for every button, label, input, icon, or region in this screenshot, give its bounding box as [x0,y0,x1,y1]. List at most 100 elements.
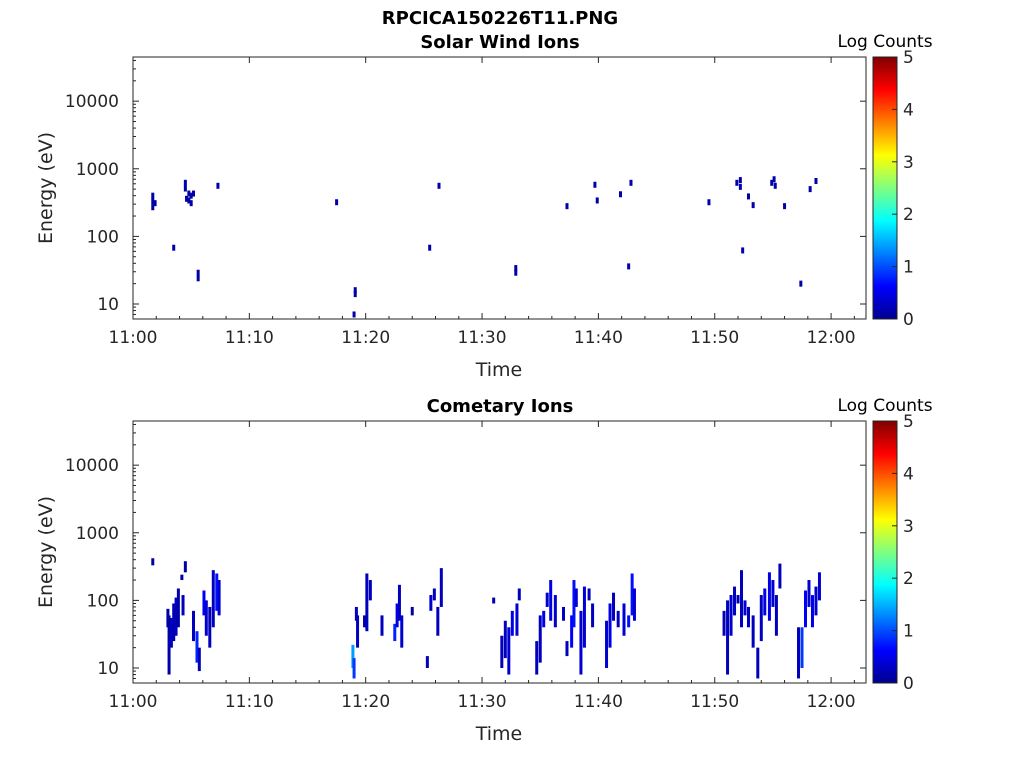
solar-wind-ions-point-27 [619,191,623,198]
solar-wind-ions-colorbar-tick-label-2: 2 [903,205,914,225]
solar-wind-ions-x-tick-label-5: 11:50 [690,328,739,348]
solar-wind-ions-point-39 [773,182,777,189]
cometary-ions-column-22 [356,615,360,648]
cometary-ions-axes: 11:00 11:10 11:20 11:30 11:40 11:50 12:00 10 100… [65,421,866,712]
solar-wind-ions-y-tick-label-0: 10 [97,295,119,315]
cometary-ions-panel: Cometary Ions 11:00 11:10 11:20 11:30 11:40 1… [35,396,933,745]
solar-wind-ions-point-37 [770,179,774,186]
solar-wind-ions-point-13 [196,275,200,282]
figure-filename-title: RPCICA150226T11.PNG [382,8,618,29]
cometary-ions-column-11 [195,631,199,663]
cometary-ions-column-73 [743,600,747,616]
cometary-ions-colorbar-title: Log Counts [837,396,932,416]
solar-wind-ions-point-16 [335,199,339,206]
cometary-ions-column-74 [746,606,750,628]
cometary-ions-column-21 [354,606,358,621]
cometary-ions-column-35 [436,606,440,636]
cometary-ions-column-4 [172,603,176,642]
cometary-ions-x-tick-label-6: 12:00 [807,692,856,712]
solar-wind-ions-point-12 [192,190,196,197]
solar-wind-ions-xlabel: Time [475,359,523,381]
cometary-ions-colorbar-tick-label-2: 2 [903,569,914,589]
solar-wind-ions-point-0 [151,198,155,205]
cometary-ions-column-14 [204,600,208,636]
cometary-ions-column-49 [553,595,557,628]
cometary-ions-column-48 [549,580,553,621]
solar-wind-ions-y-tick-label-1: 100 [87,227,119,247]
cometary-ions-y-tick-label-1: 100 [87,591,119,611]
cometary-ions-column-28 [395,603,399,628]
cometary-ions-column-85 [803,590,807,628]
cometary-ions-column-46 [542,610,546,628]
cometary-ions-data [151,558,821,679]
solar-wind-ions-point-14 [196,269,200,276]
solar-wind-ions-point-38 [772,176,776,183]
cometary-ions-column-37 [492,597,496,604]
cometary-ions-column-72 [740,570,744,628]
solar-wind-ions-y-tick-label-2: 1000 [76,160,119,180]
cometary-ions-column-38 [500,635,504,669]
cometary-ions-y-tick-label-2: 1000 [76,524,119,544]
cometary-ions-column-75 [751,615,755,648]
cometary-ions-column-88 [814,586,818,616]
cometary-ions-column-20 [352,658,356,679]
cometary-ions-column-42 [515,603,519,636]
solar-wind-ions-axes: 11:00 11:10 11:20 11:30 11:40 11:50 12:00 10 100… [65,57,866,348]
cometary-ions-column-83 [797,627,801,679]
cometary-ions-x-tick-label-0: 11:00 [109,692,158,712]
cometary-ions-column-82 [778,563,782,589]
solar-wind-ions-point-5 [183,179,187,186]
solar-wind-ions-x-tick-label-1: 11:10 [225,328,274,348]
solar-wind-ions-point-35 [746,193,750,200]
solar-wind-ions-colorbar-tick-label-4: 4 [903,100,914,120]
solar-wind-ions-point-7 [185,195,189,202]
cometary-ions-column-12 [197,647,201,672]
solar-wind-ions-colorbar-tick-label-5: 5 [903,48,914,68]
cometary-ions-column-41 [510,610,514,636]
cometary-ions-column-36 [439,568,443,607]
cometary-ions-column-61 [612,592,616,621]
cometary-ions-column-53 [572,580,576,628]
cometary-ions-colorbar-tick-label-4: 4 [903,464,914,484]
solar-wind-ions-x-tick-label-2: 11:20 [341,328,390,348]
solar-wind-ions-point-21 [437,182,441,189]
cometary-ions-column-50 [561,606,565,621]
cometary-ions-x-tick-label-4: 11:40 [574,692,623,712]
solar-wind-ions-point-10 [189,192,193,199]
cometary-ions-column-40 [507,627,511,675]
solar-wind-ions-point-32 [738,177,742,184]
solar-wind-ions-point-24 [565,203,569,210]
solar-wind-ions-data [151,176,818,318]
cometary-ions-column-16 [211,570,215,628]
cometary-ions-column-39 [503,620,507,659]
cometary-ions-column-15 [208,606,212,648]
cometary-ions-x-tick-label-5: 11:50 [690,692,739,712]
cometary-ions-colorbar-tick-label-1: 1 [903,622,914,642]
solar-wind-ions-point-42 [808,186,812,193]
cometary-ions-column-78 [763,588,767,616]
solar-wind-ions-colorbar: Log Counts 0 1 2 3 4 5 [837,32,932,330]
cometary-ions-xlabel: Time [475,723,523,745]
cometary-ions-column-76 [756,647,760,679]
solar-wind-ions-point-33 [738,183,742,190]
solar-wind-ions-point-18 [353,291,357,298]
solar-wind-ions-point-43 [814,177,818,184]
cometary-ions-title: Cometary Ions [427,396,574,417]
cometary-ions-column-13 [202,590,206,616]
cometary-ions-column-70 [733,586,737,616]
solar-wind-ions-title: Solar Wind Ions [420,32,579,53]
solar-wind-ions-colorbar-tick-label-3: 3 [903,153,914,173]
cometary-ions-column-86 [807,580,811,607]
cometary-ions-plot-frame [132,420,867,684]
solar-wind-ions-ylabel: Energy (eV) [35,132,57,244]
solar-wind-ions-point-31 [735,179,739,186]
cometary-ions-column-32 [425,656,429,669]
solar-wind-ions-panel: Solar Wind Ions 11:00 11:10 11:20 11:30 11:4… [35,32,933,381]
cometary-ions-x-tick-label-3: 11:30 [458,692,507,712]
cometary-ions-column-9 [183,561,187,573]
cometary-ions-column-64 [627,615,631,628]
cometary-ions-column-69 [729,595,733,636]
cometary-ions-column-6 [176,588,180,628]
cometary-ions-column-68 [726,600,730,675]
